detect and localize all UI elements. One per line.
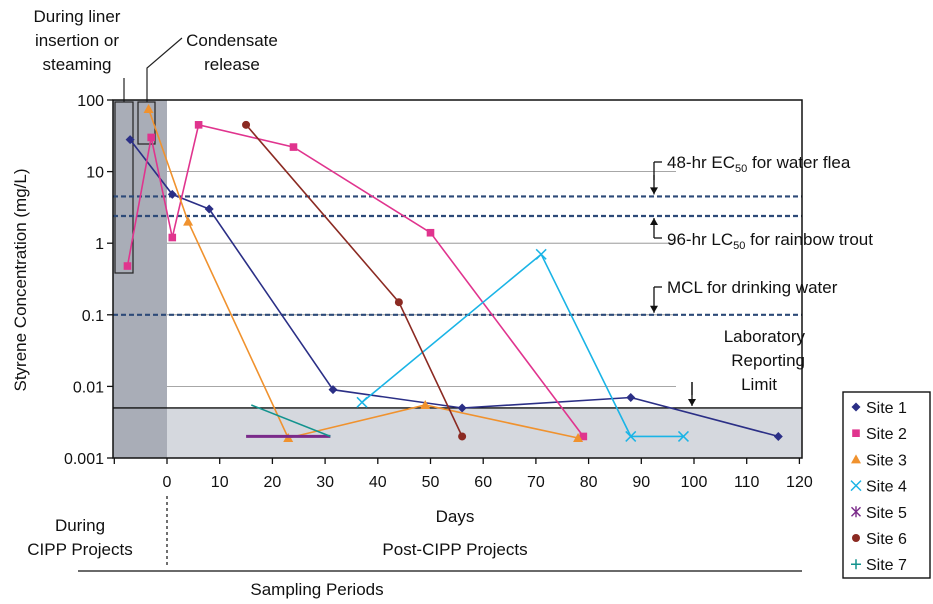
condensate-annotation-line-1: Condensate (186, 31, 278, 50)
legend-label-4: Site 4 (866, 479, 907, 496)
series-1-point-3 (328, 385, 338, 395)
grid-layer (114, 37, 676, 387)
condensate-leader (146, 37, 183, 102)
series-6-point-2 (458, 432, 467, 441)
series-6-point-1 (394, 298, 403, 307)
series-2-point-4 (289, 143, 298, 151)
mcl-arrow (650, 287, 658, 313)
lc50-label: 96-hr LC50 for rainbow trout (667, 230, 873, 252)
series-4-line (361, 253, 684, 438)
series-1-point-5 (626, 392, 636, 402)
x-tick-label-5: 50 (422, 474, 440, 491)
shaded-during-cipp (113, 100, 167, 458)
y-tick-label-3: 0.1 (82, 308, 104, 325)
condensate-annotation-line-2: release (204, 55, 260, 74)
series-6-point-0 (242, 120, 251, 129)
period-post: Post-CIPP Projects (382, 540, 527, 559)
y-tick-label-5: 0.001 (64, 451, 104, 468)
x-tick-label-9: 90 (632, 474, 650, 491)
reference-lines-layer: 48-hr EC50 for water flea 96-hr LC50 for … (113, 153, 873, 406)
series-1-point-2 (204, 204, 214, 214)
x-tick-label-8: 80 (580, 474, 598, 491)
series-3-line (147, 108, 579, 439)
series-2-point-5 (426, 228, 435, 237)
lab-limit-annotation-line-3: Limit (741, 375, 777, 394)
y-tick-label-1: 10 (86, 165, 104, 182)
series-4-point-2 (625, 430, 637, 442)
plot-frame (112, 99, 803, 459)
legend-marker-6 (852, 534, 860, 542)
lc50-arrow (650, 217, 658, 232)
ec50-label: 48-hr EC50 for water flea (667, 153, 851, 175)
legend-label-7: Site 7 (866, 557, 907, 574)
x-axis-label: Days (436, 507, 475, 526)
mcl-label: MCL for drinking water (667, 278, 838, 297)
series-3-point-3 (420, 399, 431, 409)
series-layer (123, 103, 783, 443)
y-tick-label-4: 0.01 (73, 379, 104, 396)
ec50-arrow (650, 175, 658, 195)
period-during-line-2: CIPP Projects (27, 540, 133, 559)
x-tick-label-6: 60 (474, 474, 492, 491)
y-axis-label: Styrene Concentration (mg/L) (11, 169, 30, 392)
series-3-point-1 (183, 216, 194, 226)
series-1-point-0 (125, 135, 135, 145)
series-3-point-4 (573, 433, 584, 443)
x-tick-label-4: 40 (369, 474, 387, 491)
series-4-point-3 (677, 430, 689, 442)
legend-label-1: Site 1 (866, 400, 907, 417)
legend-marker-1 (851, 402, 861, 412)
sampling-periods-label: Sampling Periods (250, 580, 383, 599)
x-tick-label-10: 100 (681, 474, 708, 491)
series-2-point-1 (147, 133, 155, 142)
series-4 (356, 248, 689, 442)
series-2-point-3 (194, 121, 203, 129)
series-4-point-0 (356, 396, 368, 408)
x-tick-label-12: 120 (786, 474, 813, 491)
liner-annotation-line-1: During liner (34, 7, 121, 26)
series-1 (125, 135, 783, 441)
legend-label-6: Site 6 (866, 531, 907, 548)
series-2-point-2 (168, 233, 177, 242)
liner-annotation-line-2: insertion or (35, 31, 119, 50)
x-tick-label-2: 20 (264, 474, 282, 491)
legend-label-2: Site 2 (866, 426, 907, 443)
x-tick-label-1: 10 (211, 474, 229, 491)
series-4-point-1 (535, 248, 547, 260)
liner-annotation-line-3: steaming (43, 55, 112, 74)
series-1-point-6 (773, 431, 783, 441)
series-2-point-0 (123, 262, 132, 270)
x-tick-label-11: 110 (734, 474, 760, 491)
axes-layer: 100 10 1 0.1 0.01 0.001 0 10 20 30 40 50 60 70 80 90 100… (64, 93, 813, 572)
legend: Site 1 Site 2 Site 3 Site 4 Site 5 Site 6 Site… (842, 391, 931, 579)
series-6 (242, 120, 467, 441)
series-2 (123, 121, 588, 441)
legend-marker-3 (851, 454, 861, 464)
legend-marker-7 (851, 559, 861, 570)
legend-label-3: Site 3 (866, 452, 907, 469)
x-tick-label-7: 70 (527, 474, 545, 491)
series-3-point-0 (143, 103, 154, 113)
series-7 (251, 404, 331, 438)
legend-marker-2 (852, 429, 860, 437)
x-tick-label-0: 0 (163, 474, 172, 491)
legend-marker-5 (851, 506, 861, 518)
lab-limit-annotation-line-2: Reporting (731, 351, 805, 370)
y-tick-label-0: 100 (77, 93, 104, 110)
series-1-point-4 (457, 403, 467, 413)
period-during-line-1: During (55, 516, 105, 535)
series-7-line (251, 404, 331, 438)
legend-label-5: Site 5 (866, 505, 907, 522)
y-tick-label-2: 1 (95, 236, 104, 253)
lab-limit-annotation-line-1: Laboratory (724, 327, 806, 346)
series-2-point-6 (579, 432, 588, 441)
legend-marker-4 (850, 480, 862, 492)
x-tick-label-3: 30 (316, 474, 334, 491)
series-3 (143, 103, 584, 443)
series-1-point-1 (167, 189, 177, 199)
